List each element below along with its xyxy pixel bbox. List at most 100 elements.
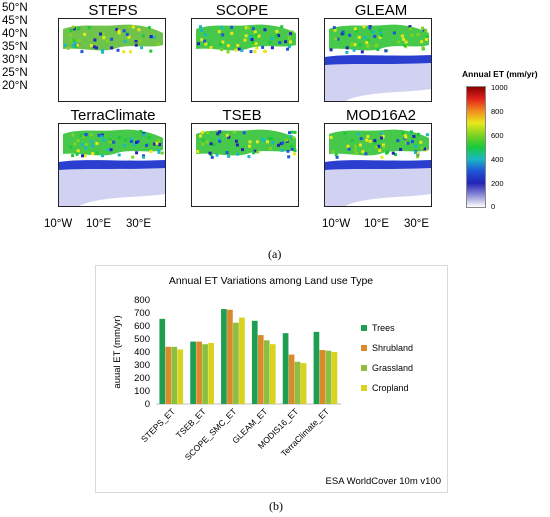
caption-a: (a) <box>268 247 282 261</box>
et-pixel <box>149 150 153 153</box>
et-pixel <box>373 34 377 38</box>
et-pixel <box>284 40 288 44</box>
et-pixel <box>378 149 382 153</box>
et-pixel <box>275 29 279 33</box>
et-pixel <box>380 136 383 140</box>
et-pixel <box>82 134 86 138</box>
legend-swatch <box>361 385 367 391</box>
et-pixel <box>153 35 157 39</box>
et-pixel <box>378 28 382 32</box>
colorbar <box>466 86 486 208</box>
et-pixel <box>218 139 222 143</box>
lon-label: 10°E <box>86 218 112 230</box>
map-panel-scope <box>191 18 299 102</box>
et-pixel <box>122 50 126 54</box>
bar-chart: Annual ET Variations among Land use Type… <box>112 275 441 487</box>
et-pixel <box>368 139 372 143</box>
et-pixel <box>293 130 297 134</box>
y-tick-label: 100 <box>134 386 150 397</box>
et-pixel <box>422 28 426 32</box>
et-pixel <box>270 46 274 50</box>
x-tick-label: STEPS_ET <box>139 406 177 444</box>
et-pixel <box>350 139 354 143</box>
et-pixel <box>71 133 75 137</box>
et-pixel <box>364 152 368 156</box>
et-pixel <box>206 131 209 134</box>
et-pixel <box>91 144 95 148</box>
bar <box>202 344 208 404</box>
map-field <box>59 129 165 206</box>
lat-label: 40°N <box>2 28 28 40</box>
y-tick-label: 500 <box>134 334 150 345</box>
y-tick-label: 400 <box>134 347 150 358</box>
et-pixel <box>227 154 231 158</box>
colorbar-title: Annual ET (mm/yr) <box>462 69 538 79</box>
et-pixel <box>203 39 207 43</box>
et-pixel <box>361 150 365 154</box>
legend-swatch <box>361 325 367 331</box>
et-pixel <box>147 135 151 139</box>
et-pixel <box>203 33 207 37</box>
et-pixel <box>255 46 259 50</box>
et-pixel <box>201 142 205 146</box>
et-pixel <box>199 134 202 138</box>
et-pixel <box>274 35 278 39</box>
et-pixel <box>110 37 114 41</box>
et-pixel <box>289 135 293 138</box>
et-pixel <box>123 143 126 147</box>
et-pixel <box>420 146 424 150</box>
et-pixel <box>280 25 284 29</box>
map-panel-tseb <box>191 123 299 207</box>
et-pixel <box>292 152 296 156</box>
bar-chart-frame: Annual ET Variations among Land use Type… <box>95 265 448 493</box>
et-pixel <box>420 40 424 44</box>
et-pixel <box>99 32 102 36</box>
legend-label: Cropland <box>372 383 409 393</box>
et-pixel <box>236 152 240 156</box>
et-pixel <box>359 137 363 141</box>
et-pixel <box>289 40 292 44</box>
et-pixel <box>370 30 374 34</box>
et-pixel <box>384 49 388 53</box>
et-pixel <box>140 46 144 50</box>
et-pixel <box>346 144 350 148</box>
chart-title: Annual ET Variations among Land use Type <box>169 275 373 287</box>
et-pixel <box>106 148 110 152</box>
et-pixel <box>376 48 380 51</box>
bar <box>159 318 166 404</box>
et-pixel <box>267 137 271 140</box>
et-pixel <box>135 140 138 144</box>
map-panel-gleam <box>324 18 432 102</box>
et-pixel <box>123 40 127 43</box>
et-pixel <box>425 37 428 41</box>
et-pixel <box>355 152 358 156</box>
et-pixel <box>270 37 274 41</box>
et-pixel <box>290 130 294 134</box>
et-pixel <box>394 153 397 156</box>
et-pixel <box>366 38 370 42</box>
et-pixel <box>124 138 128 142</box>
et-pixel <box>362 25 366 29</box>
et-pixel <box>87 26 91 30</box>
map-panel-mod16a2 <box>324 123 432 207</box>
et-pixel <box>397 40 401 44</box>
et-pixel <box>197 42 200 46</box>
et-pixel <box>117 31 121 35</box>
et-pixel <box>105 39 109 43</box>
legend-swatch <box>361 345 367 351</box>
et-pixel <box>391 151 395 155</box>
et-pixel <box>365 41 369 44</box>
et-pixel <box>373 140 377 144</box>
et-pixel <box>424 29 428 32</box>
et-pixel <box>217 137 221 141</box>
bar <box>177 349 184 404</box>
et-pixel <box>358 43 362 47</box>
et-pixel <box>90 133 94 137</box>
et-pixel <box>230 25 234 29</box>
et-pixel <box>379 31 383 35</box>
et-pixel <box>365 138 369 142</box>
et-pixel <box>251 40 255 44</box>
et-pixel <box>129 140 133 143</box>
et-pixel <box>261 45 265 49</box>
et-pixel <box>402 37 406 41</box>
